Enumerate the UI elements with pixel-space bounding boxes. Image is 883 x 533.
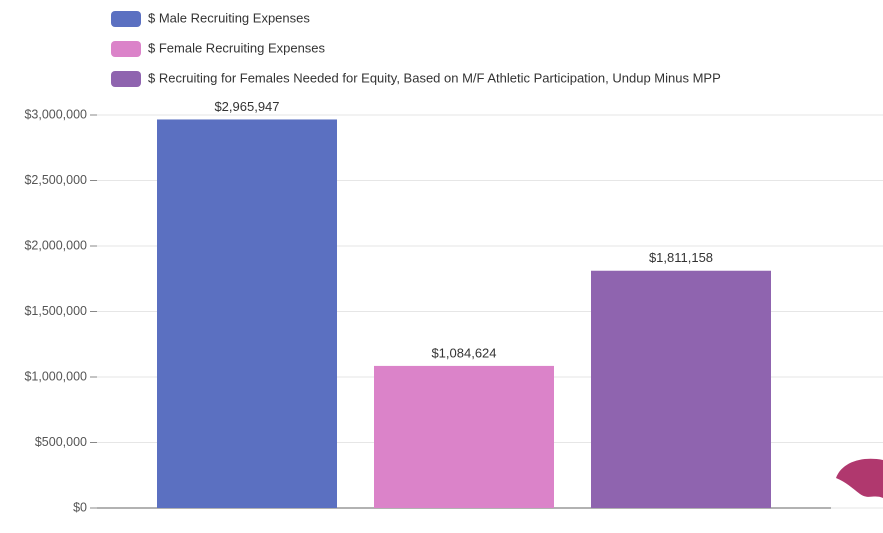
legend-label: $ Female Recruiting Expenses (148, 40, 326, 55)
bar (157, 119, 337, 509)
y-tick-label: $1,500,000 (24, 304, 87, 318)
y-tick-label: $2,500,000 (24, 173, 87, 187)
y-tick-label: $0 (73, 500, 87, 514)
legend-swatch (111, 71, 141, 87)
legend-label: $ Recruiting for Females Needed for Equi… (148, 70, 721, 85)
y-tick-label: $2,000,000 (24, 238, 87, 252)
bar (374, 365, 554, 508)
value-label: $2,965,947 (214, 99, 279, 114)
value-label: $1,811,158 (649, 250, 713, 265)
y-tick-label: $3,000,000 (24, 107, 87, 121)
bar (591, 270, 771, 508)
decoration (836, 458, 883, 498)
y-tick-label: $500,000 (35, 435, 87, 449)
legend-label: $ Male Recruiting Expenses (148, 10, 310, 25)
y-tick-label: $1,000,000 (24, 369, 87, 383)
legend-swatch (111, 11, 141, 27)
value-label: $1,084,624 (431, 345, 496, 360)
legend-swatch (111, 41, 141, 57)
